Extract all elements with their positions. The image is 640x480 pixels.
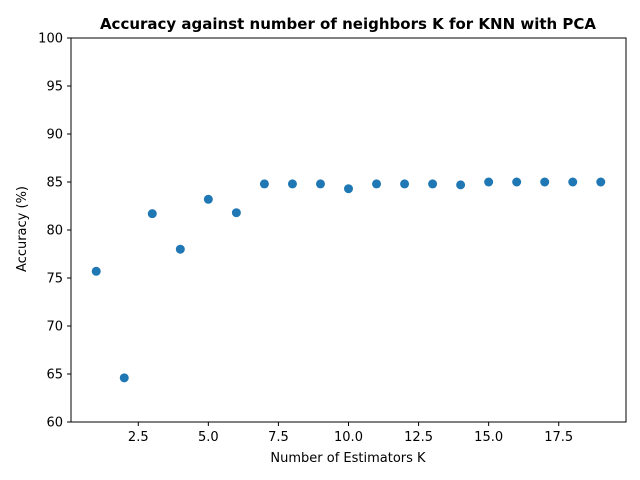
data-point [540, 177, 550, 187]
x-tick-label: 12.5 [404, 430, 433, 445]
x-tick-label: 10.0 [334, 430, 363, 445]
data-point [512, 177, 522, 187]
plot-frame [70, 37, 627, 423]
y-axis: 60 65 70 75 80 85 90 95 100 [38, 32, 71, 431]
y-tick-label: 95 [46, 80, 63, 95]
data-point [259, 179, 269, 189]
y-tick-label: 90 [46, 128, 63, 143]
y-tick-label: 100 [38, 32, 63, 47]
data-point [400, 179, 410, 189]
x-tick-label: 2.5 [128, 430, 149, 445]
data-point [596, 177, 606, 187]
y-tick-label: 70 [46, 320, 63, 335]
data-points [91, 177, 606, 383]
data-point [315, 179, 325, 189]
data-point [344, 184, 353, 194]
chart-title: Accuracy against number of neighbors K f… [100, 15, 596, 33]
x-axis: 2.5 5.0 7.5 10.0 12.5 15.0 17.5 [128, 422, 573, 445]
data-point [428, 179, 438, 189]
data-point [91, 266, 101, 276]
data-point [147, 209, 157, 219]
y-tick-label: 65 [46, 368, 63, 383]
data-point [568, 177, 578, 187]
data-point [119, 373, 129, 383]
data-point [175, 244, 185, 254]
x-tick-label: 5.0 [198, 430, 219, 445]
x-tick-label: 15.0 [474, 430, 503, 445]
data-point [456, 180, 466, 190]
y-tick-label: 60 [46, 416, 63, 431]
x-axis-label: Number of Estimators K [270, 451, 426, 466]
data-point [372, 179, 382, 189]
y-tick-label: 75 [46, 272, 63, 287]
y-axis-label: Accuracy (%) [15, 186, 30, 272]
data-point [484, 177, 494, 187]
data-point [203, 194, 213, 204]
y-tick-label: 80 [46, 224, 63, 239]
data-point [287, 179, 297, 189]
data-point [231, 208, 241, 218]
plot-border [70, 37, 627, 423]
x-tick-label: 7.5 [268, 430, 289, 445]
x-tick-label: 17.5 [544, 430, 573, 445]
y-tick-label: 85 [46, 176, 63, 191]
